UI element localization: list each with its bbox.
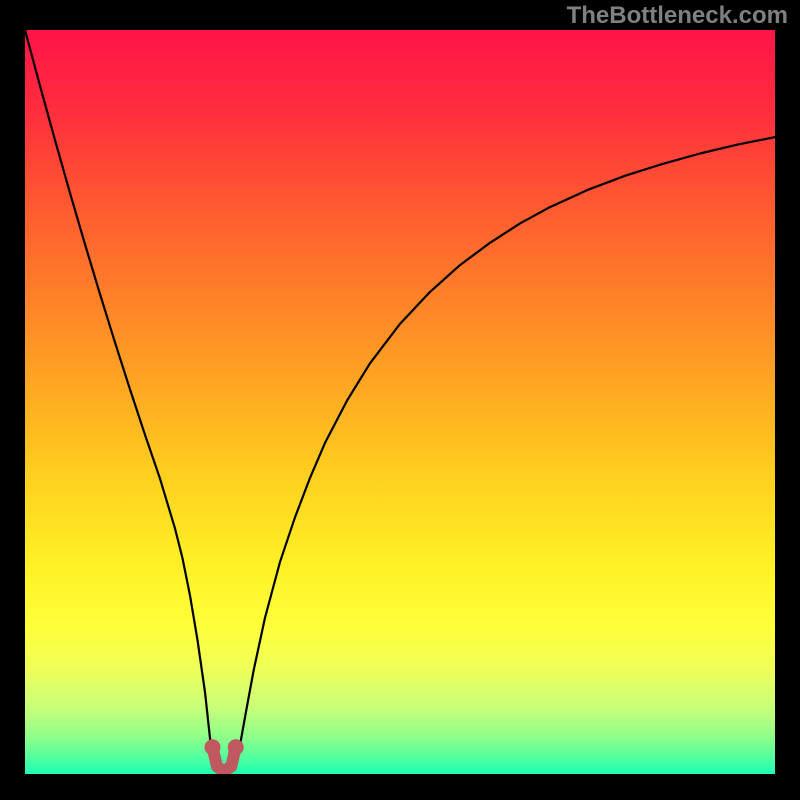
watermark-label: TheBottleneck.com bbox=[567, 2, 788, 30]
chart-plot-area bbox=[25, 30, 775, 774]
chart-outer-frame: TheBottleneck.com bbox=[0, 0, 800, 800]
optimal-range-endpoint bbox=[228, 739, 244, 755]
chart-background-gradient bbox=[25, 30, 775, 774]
optimal-range-endpoint bbox=[205, 739, 221, 755]
chart-svg bbox=[25, 30, 775, 774]
